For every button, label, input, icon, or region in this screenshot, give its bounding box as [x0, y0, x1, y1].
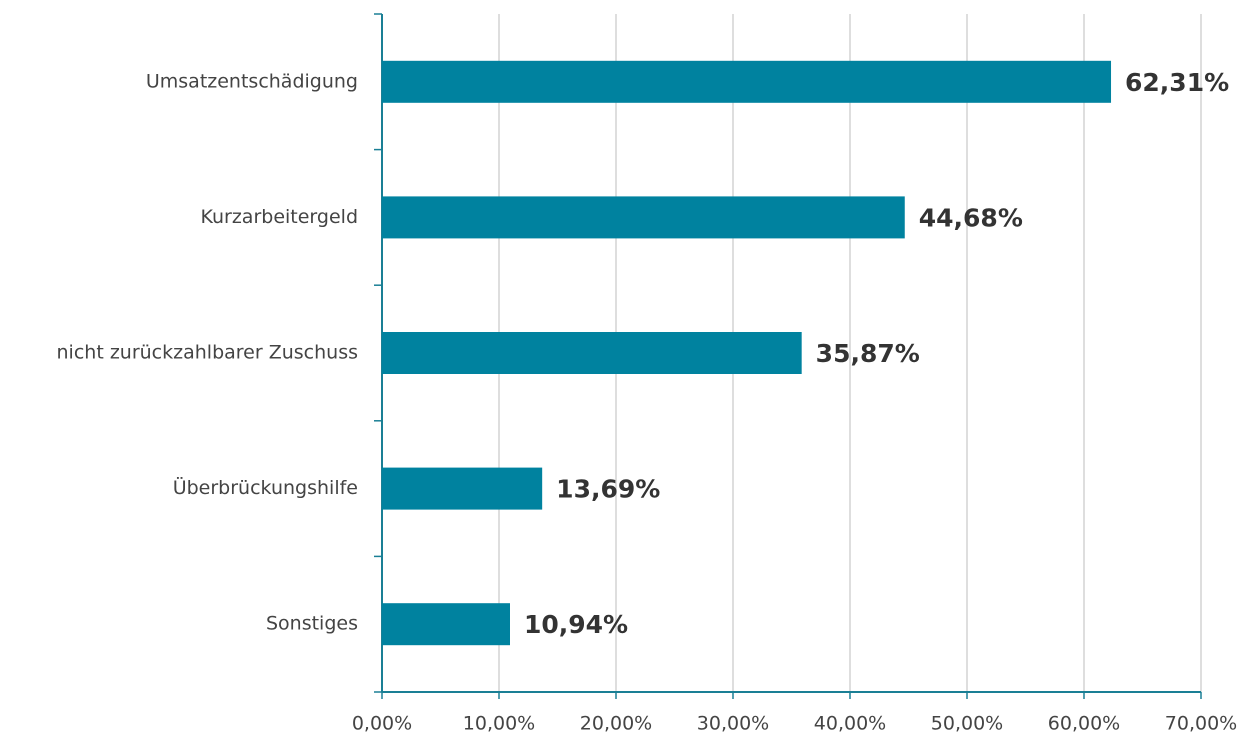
- category-label: Überbrückungshilfe: [173, 476, 358, 499]
- x-tick-label: 30,00%: [697, 713, 769, 735]
- x-tick-label: 20,00%: [580, 713, 652, 735]
- value-label: 35,87%: [816, 339, 920, 368]
- value-label: 44,68%: [919, 203, 1023, 232]
- category-label: Umsatzentschädigung: [146, 70, 358, 92]
- x-tick-label: 40,00%: [814, 713, 886, 735]
- x-tick-label: 10,00%: [463, 713, 535, 735]
- bar: [382, 332, 802, 374]
- value-label: 10,94%: [524, 610, 628, 639]
- category-label: Kurzarbeitergeld: [200, 206, 358, 228]
- value-label: 13,69%: [556, 475, 660, 504]
- category-label: Sonstiges: [266, 613, 358, 635]
- bar: [382, 196, 905, 239]
- value-label: 62,31%: [1125, 68, 1229, 97]
- x-tick-label: 50,00%: [931, 713, 1003, 735]
- category-label: nicht zurückzahlbarer Zuschuss: [57, 342, 358, 364]
- bar: [382, 467, 543, 510]
- bar: [382, 603, 510, 646]
- bar: [382, 60, 1112, 103]
- x-tick-label: 0,00%: [352, 713, 412, 735]
- x-tick-label: 60,00%: [1048, 713, 1120, 735]
- x-tick-label: 70,00%: [1165, 713, 1237, 735]
